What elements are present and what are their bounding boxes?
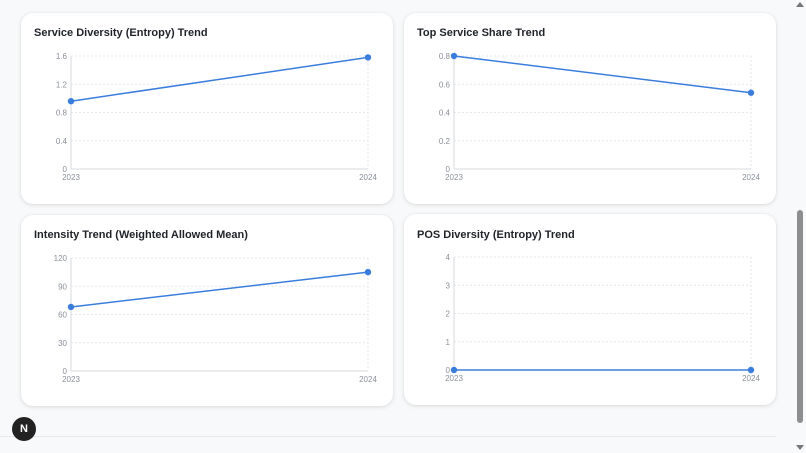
y-tick-label: 2 <box>446 310 451 319</box>
y-tick-label: 30 <box>58 339 67 348</box>
y-tick-label: 90 <box>58 282 67 291</box>
y-tick-label: 0.4 <box>56 137 68 146</box>
x-tick-label: 2023 <box>445 374 463 383</box>
data-point[interactable] <box>747 89 755 96</box>
y-tick-label: 1.6 <box>56 52 68 61</box>
y-tick-label: 1.2 <box>56 80 68 89</box>
line-chart: 0 0.4 0.8 1.2 1.6 2023 2024 <box>56 52 378 182</box>
y-tick-label: 0 <box>63 165 68 174</box>
line-chart: 0 30 60 90 120 2023 2024 <box>54 254 378 384</box>
chart-title: Service Diversity (Entropy) Trend <box>34 27 208 39</box>
data-point[interactable] <box>67 303 75 311</box>
x-tick-label: 2024 <box>742 173 760 182</box>
x-tick-label: 2023 <box>445 173 463 182</box>
x-tick-label: 2024 <box>359 173 377 182</box>
y-tick-label: 0.8 <box>439 52 451 61</box>
page-scrollbar[interactable] <box>794 0 806 453</box>
x-tick-label: 2023 <box>62 173 80 182</box>
scroll-up-arrow-icon[interactable] <box>796 2 804 7</box>
y-tick-label: 0.4 <box>439 109 451 118</box>
chart-title: Top Service Share Trend <box>417 27 546 39</box>
data-point[interactable] <box>450 52 458 60</box>
footer-divider <box>0 436 776 437</box>
chart-title: POS Diversity (Entropy) Trend <box>417 229 575 241</box>
chart-card-pos-diversity: POS Diversity (Entropy) Trend 0 1 2 3 4 2023 2… <box>404 214 776 405</box>
data-point[interactable] <box>364 268 372 276</box>
chart-card-service-diversity: Service Diversity (Entropy) Trend 0 0.4 0.… <box>21 13 393 204</box>
chart-card-top-service-share: Top Service Share Trend 0 0.2 0.4 0.6 0.8 202… <box>404 13 776 204</box>
y-tick-label: 0 <box>63 367 68 376</box>
y-tick-label: 0.2 <box>439 137 451 146</box>
next-devtools-button[interactable]: N <box>12 417 36 441</box>
y-tick-label: 120 <box>54 254 68 263</box>
line-chart: 0 0.2 0.4 0.6 0.8 2023 2024 <box>439 52 761 182</box>
line-chart: 0 1 2 3 4 2023 2024 <box>445 253 760 383</box>
y-tick-label: 0 <box>446 366 451 375</box>
y-tick-label: 0 <box>446 165 451 174</box>
y-tick-label: 1 <box>446 338 451 347</box>
x-tick-label: 2023 <box>62 375 80 384</box>
chart-title: Intensity Trend (Weighted Allowed Mean) <box>34 229 248 241</box>
data-point[interactable] <box>67 98 75 105</box>
y-tick-label: 0.6 <box>439 80 451 89</box>
data-point[interactable] <box>747 366 755 374</box>
n-logo-icon: N <box>20 423 28 435</box>
y-tick-label: 4 <box>446 253 451 262</box>
data-line <box>453 55 752 94</box>
y-tick-label: 0.8 <box>56 109 68 118</box>
data-point[interactable] <box>364 54 372 61</box>
y-tick-label: 60 <box>58 311 67 320</box>
chart-card-intensity: Intensity Trend (Weighted Allowed Mean) … <box>21 215 393 406</box>
data-line <box>70 271 369 308</box>
x-tick-label: 2024 <box>359 375 377 384</box>
x-tick-label: 2024 <box>742 374 760 383</box>
data-line <box>70 56 369 102</box>
scroll-thumb[interactable] <box>797 210 803 423</box>
scroll-down-arrow-icon[interactable] <box>796 445 804 450</box>
y-tick-label: 3 <box>446 281 451 290</box>
data-point[interactable] <box>450 366 458 374</box>
